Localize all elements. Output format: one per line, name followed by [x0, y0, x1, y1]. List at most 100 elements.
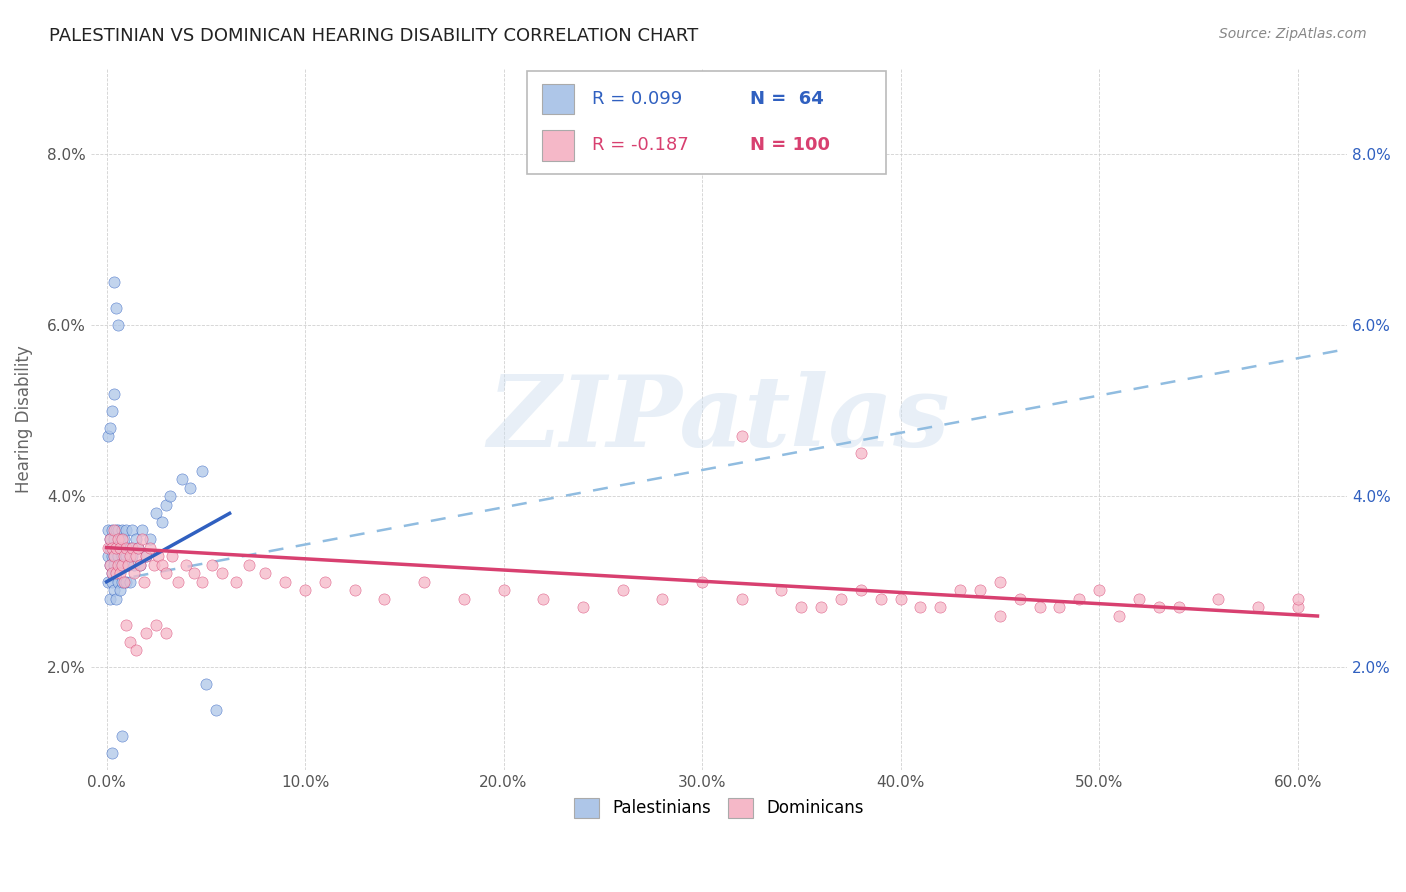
Point	[124, 558, 146, 572]
Point	[731, 591, 754, 606]
Point	[910, 600, 932, 615]
Point	[103, 524, 125, 538]
Point	[849, 583, 872, 598]
Point	[731, 429, 754, 443]
Point	[145, 617, 167, 632]
Point	[145, 507, 167, 521]
Point	[101, 403, 124, 417]
Point	[103, 386, 125, 401]
Point	[117, 558, 139, 572]
Point	[107, 318, 129, 333]
Point	[111, 532, 134, 546]
Point	[97, 574, 120, 589]
Point	[949, 583, 972, 598]
Point	[988, 574, 1011, 589]
Point	[110, 541, 132, 555]
Point	[1069, 591, 1091, 606]
Point	[1047, 600, 1070, 615]
Point	[107, 524, 129, 538]
Text: Source: ZipAtlas.com: Source: ZipAtlas.com	[1219, 27, 1367, 41]
Point	[135, 549, 157, 563]
Point	[790, 600, 813, 615]
Point	[129, 558, 152, 572]
Point	[105, 541, 128, 555]
Point	[1167, 600, 1189, 615]
Point	[191, 464, 214, 478]
Point	[1088, 583, 1111, 598]
Point	[1108, 609, 1130, 624]
Point	[1206, 591, 1229, 606]
Point	[849, 446, 872, 460]
Point	[101, 524, 124, 538]
Point	[121, 524, 143, 538]
Point	[101, 541, 124, 555]
Point	[100, 532, 122, 546]
Point	[612, 583, 634, 598]
Point	[120, 541, 142, 555]
Point	[201, 558, 224, 572]
Point	[343, 583, 366, 598]
Point	[127, 541, 149, 555]
Point	[121, 549, 143, 563]
Point	[770, 583, 793, 598]
Point	[294, 583, 316, 598]
Point	[146, 549, 169, 563]
Point	[890, 591, 912, 606]
Point	[97, 524, 120, 538]
Point	[413, 574, 436, 589]
Point	[830, 591, 852, 606]
Point	[115, 541, 138, 555]
Point	[115, 549, 138, 563]
Point	[112, 558, 135, 572]
Point	[105, 566, 128, 581]
FancyBboxPatch shape	[541, 84, 574, 114]
Point	[167, 574, 190, 589]
Point	[107, 549, 129, 563]
Point	[110, 558, 132, 572]
Point	[131, 532, 153, 546]
Point	[105, 524, 128, 538]
Point	[120, 634, 142, 648]
Point	[100, 558, 122, 572]
Point	[110, 532, 132, 546]
Point	[194, 677, 217, 691]
Point	[1286, 591, 1309, 606]
Point	[103, 583, 125, 598]
Point	[115, 574, 138, 589]
Point	[101, 746, 124, 760]
Text: N =  64: N = 64	[749, 90, 824, 108]
Point	[155, 626, 177, 640]
Point	[453, 591, 475, 606]
Point	[101, 566, 124, 581]
Point	[112, 532, 135, 546]
Point	[121, 541, 143, 555]
Point	[1247, 600, 1270, 615]
Point	[1128, 591, 1150, 606]
Point	[274, 574, 297, 589]
Point	[135, 549, 157, 563]
Point	[107, 574, 129, 589]
Point	[204, 703, 226, 717]
Point	[129, 558, 152, 572]
Point	[97, 541, 120, 555]
Point	[101, 566, 124, 581]
Point	[111, 574, 134, 589]
Point	[150, 558, 173, 572]
Point	[160, 549, 183, 563]
Point	[869, 591, 891, 606]
Point	[105, 566, 128, 581]
Point	[115, 524, 138, 538]
Point	[179, 481, 201, 495]
Point	[191, 574, 214, 589]
Point	[170, 472, 193, 486]
Point	[929, 600, 952, 615]
Y-axis label: Hearing Disability: Hearing Disability	[15, 345, 32, 493]
Point	[125, 643, 148, 657]
Point	[112, 574, 135, 589]
Point	[651, 591, 673, 606]
Point	[103, 276, 125, 290]
Text: N = 100: N = 100	[749, 136, 830, 154]
Point	[134, 574, 156, 589]
Point	[531, 591, 554, 606]
Point	[125, 549, 148, 563]
